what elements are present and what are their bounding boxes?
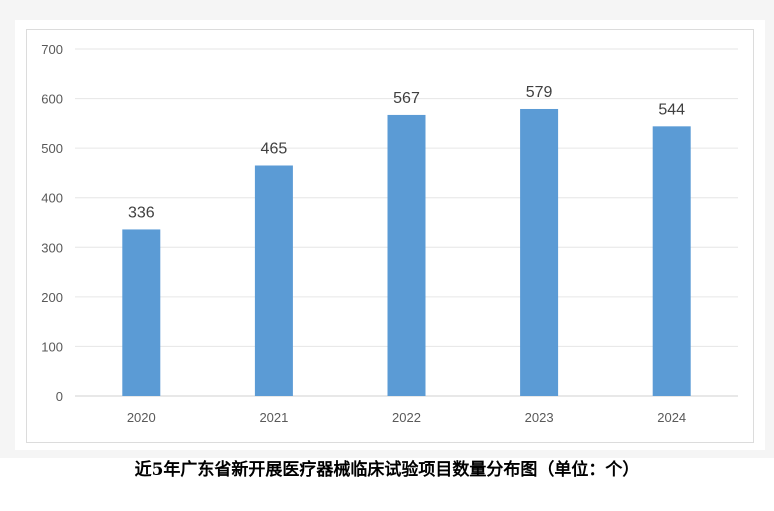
- bar-chart: 0 100 200 300 400 500 600 700 336 2020 465 2021 567 2…: [41, 42, 738, 425]
- data-label: 567: [393, 90, 420, 107]
- data-label: 336: [128, 204, 155, 221]
- x-tick-label: 2023: [525, 410, 554, 425]
- data-label: 544: [658, 101, 685, 118]
- y-tick-label: 100: [41, 339, 63, 354]
- data-label: 579: [526, 84, 553, 101]
- x-tick-label: 2024: [657, 410, 686, 425]
- data-label: 465: [261, 140, 288, 157]
- x-tick-label: 2021: [259, 410, 288, 425]
- x-tick-label: 2022: [392, 410, 421, 425]
- bar-2024: [652, 126, 691, 397]
- y-tick-label: 600: [41, 92, 63, 107]
- y-tick-label: 700: [41, 42, 63, 57]
- bar-2021: [254, 165, 293, 396]
- y-tick-label: 0: [56, 389, 63, 404]
- y-tick-label: 500: [41, 141, 63, 156]
- bar-2022: [387, 114, 426, 397]
- y-tick-label: 300: [41, 240, 63, 255]
- y-tick-label: 400: [41, 191, 63, 206]
- y-tick-label: 200: [41, 290, 63, 305]
- bar-2020: [122, 229, 161, 396]
- x-tick-label: 2020: [127, 410, 156, 425]
- bar-2023: [520, 108, 559, 396]
- chart-title: 近5年广东省新开展医疗器械临床试验项目数量分布图（单位：个）: [134, 460, 640, 480]
